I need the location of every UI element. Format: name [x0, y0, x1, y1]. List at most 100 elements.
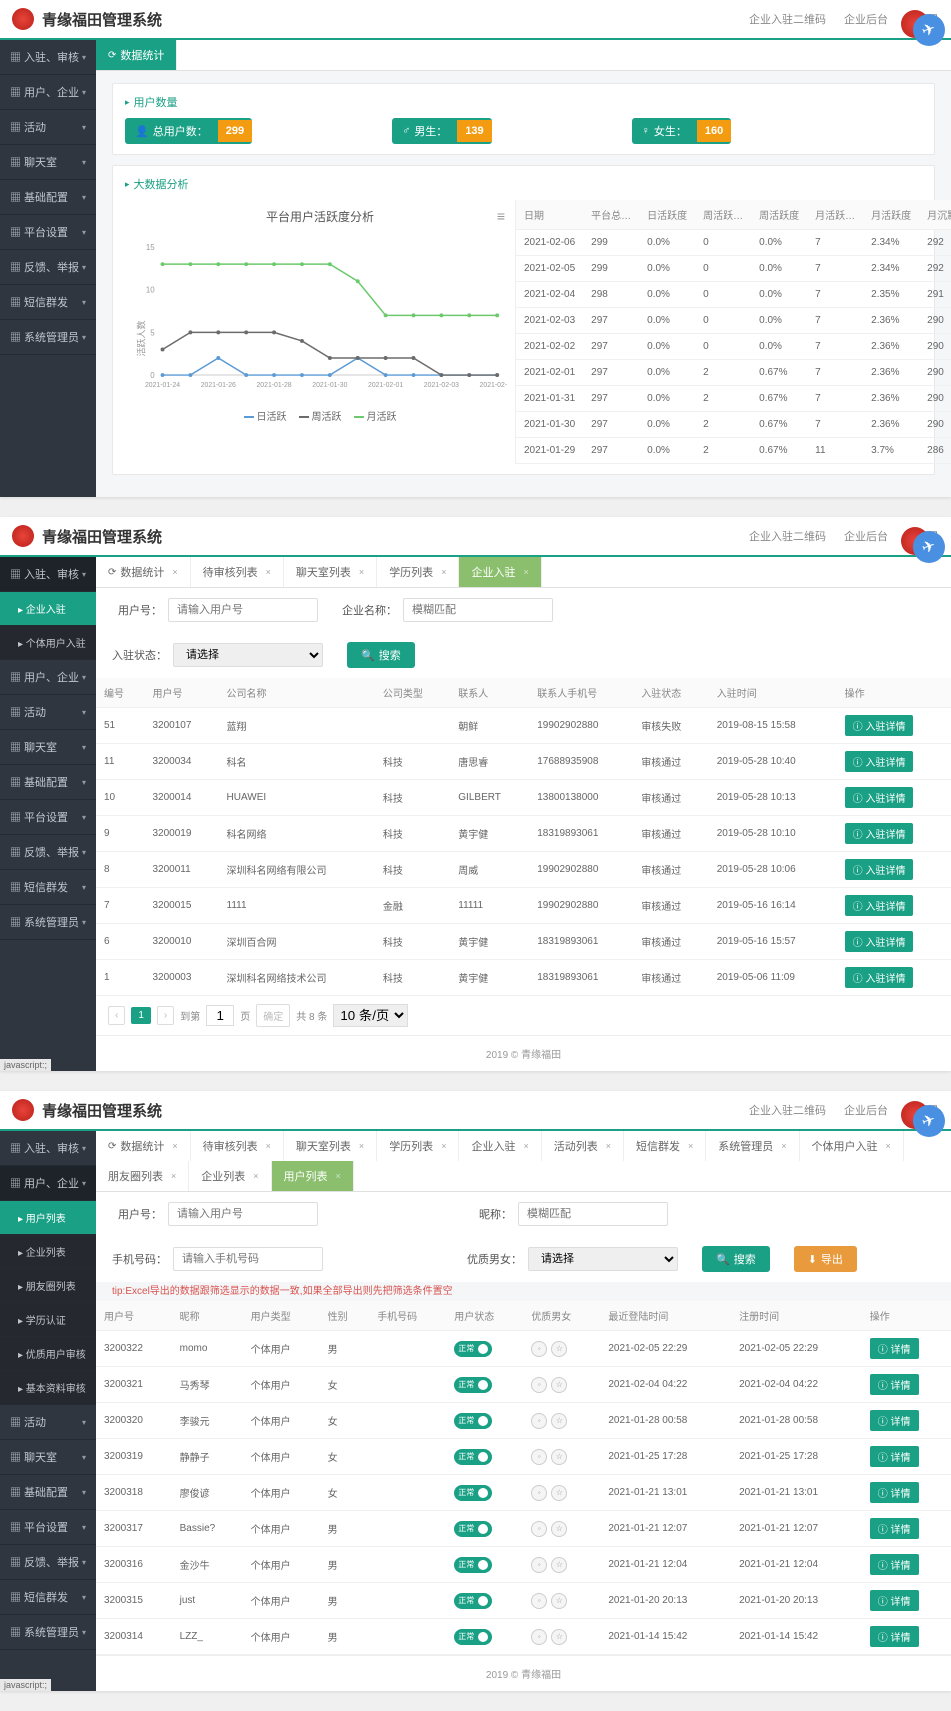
sidebar-item[interactable]: ▦ 平台设置: [0, 215, 96, 250]
quality-btn[interactable]: ◦: [531, 1485, 547, 1501]
detail-button[interactable]: ⓘ 入驻详情: [845, 931, 914, 952]
close-icon[interactable]: ×: [441, 567, 446, 577]
sidebar-item[interactable]: ▦ 平台设置: [0, 1510, 96, 1545]
close-icon[interactable]: ×: [266, 567, 271, 577]
legend-item[interactable]: 周活跃: [299, 412, 342, 423]
quality-btn[interactable]: ☆: [551, 1449, 567, 1465]
quality-btn[interactable]: ☆: [551, 1377, 567, 1393]
close-icon[interactable]: ×: [688, 1141, 693, 1151]
sidebar-item[interactable]: ▦ 系统管理员: [0, 905, 96, 940]
detail-button[interactable]: ⓘ 入驻详情: [845, 823, 914, 844]
close-icon[interactable]: ×: [359, 567, 364, 577]
sidebar-sub-item[interactable]: ▸ 企业入驻: [0, 592, 96, 626]
detail-button[interactable]: ⓘ 入驻详情: [845, 895, 914, 916]
sidebar-sub-item[interactable]: ▸ 朋友圈列表: [0, 1269, 96, 1303]
sidebar-item[interactable]: ▦ 平台设置: [0, 800, 96, 835]
status-toggle[interactable]: 正常: [454, 1629, 492, 1645]
status-toggle[interactable]: 正常: [454, 1377, 492, 1393]
detail-button[interactable]: ⓘ 详情: [870, 1626, 919, 1647]
pager-go[interactable]: 确定: [256, 1004, 290, 1027]
close-icon[interactable]: ×: [266, 1141, 271, 1151]
sidebar-sub-item[interactable]: ▸ 用户列表: [0, 1201, 96, 1235]
link-backend[interactable]: 企业后台: [844, 528, 888, 544]
link-qr[interactable]: 企业入驻二维码: [749, 1102, 826, 1118]
quality-btn[interactable]: ◦: [531, 1593, 547, 1609]
sidebar-item[interactable]: ▦ 短信群发: [0, 1580, 96, 1615]
detail-button[interactable]: ⓘ 详情: [870, 1374, 919, 1395]
pager-current[interactable]: 1: [131, 1007, 151, 1024]
quality-btn[interactable]: ◦: [531, 1341, 547, 1357]
close-icon[interactable]: ×: [253, 1171, 258, 1181]
tab[interactable]: 聊天室列表×: [284, 557, 377, 587]
select-quality[interactable]: 请选择: [528, 1247, 678, 1271]
tab[interactable]: 个体用户入驻×: [800, 1131, 904, 1161]
close-icon[interactable]: ×: [606, 1141, 611, 1151]
tab-stats[interactable]: 数据统计: [96, 40, 177, 70]
search-button[interactable]: 🔍 搜索: [702, 1246, 770, 1272]
detail-button[interactable]: ⓘ 入驻详情: [845, 715, 914, 736]
quality-btn[interactable]: ☆: [551, 1629, 567, 1645]
link-qr[interactable]: 企业入驻二维码: [749, 11, 826, 27]
sidebar-item[interactable]: ▦ 聊天室: [0, 1440, 96, 1475]
input-phone[interactable]: [173, 1247, 323, 1271]
detail-button[interactable]: ⓘ 入驻详情: [845, 751, 914, 772]
avatar-icon[interactable]: [899, 6, 943, 50]
quality-btn[interactable]: ◦: [531, 1629, 547, 1645]
legend-item[interactable]: 日活跃: [244, 412, 287, 423]
tab[interactable]: 短信群发×: [624, 1131, 706, 1161]
detail-button[interactable]: ⓘ 入驻详情: [845, 967, 914, 988]
sidebar-sub-item[interactable]: ▸ 学历认证: [0, 1303, 96, 1337]
detail-button[interactable]: ⓘ 详情: [870, 1518, 919, 1539]
tab[interactable]: 学历列表×: [377, 557, 459, 587]
legend-item[interactable]: 月活跃: [354, 412, 397, 423]
input-userno[interactable]: [168, 1202, 318, 1226]
tab[interactable]: 朋友圈列表×: [96, 1161, 189, 1191]
close-icon[interactable]: ×: [336, 1171, 341, 1181]
quality-btn[interactable]: ☆: [551, 1485, 567, 1501]
close-icon[interactable]: ×: [172, 1141, 177, 1151]
tab[interactable]: 聊天室列表×: [284, 1131, 377, 1161]
status-toggle[interactable]: 正常: [454, 1341, 492, 1357]
input-nick[interactable]: [518, 1202, 668, 1226]
sidebar-item[interactable]: ▦ 聊天室: [0, 730, 96, 765]
status-toggle[interactable]: 正常: [454, 1413, 492, 1429]
close-icon[interactable]: ×: [781, 1141, 786, 1151]
pager-size[interactable]: 10 条/页: [333, 1004, 408, 1027]
tab[interactable]: 待审核列表×: [191, 557, 284, 587]
detail-button[interactable]: ⓘ 入驻详情: [845, 787, 914, 808]
detail-button[interactable]: ⓘ 详情: [870, 1482, 919, 1503]
detail-button[interactable]: ⓘ 详情: [870, 1554, 919, 1575]
quality-btn[interactable]: ☆: [551, 1557, 567, 1573]
link-backend[interactable]: 企业后台: [844, 1102, 888, 1118]
status-toggle[interactable]: 正常: [454, 1449, 492, 1465]
tab[interactable]: 企业入驻×: [459, 1131, 541, 1161]
sidebar-item[interactable]: ▦ 入驻、审核: [0, 40, 96, 75]
quality-btn[interactable]: ☆: [551, 1521, 567, 1537]
status-toggle[interactable]: 正常: [454, 1557, 492, 1573]
pager-input[interactable]: [206, 1005, 234, 1026]
export-button[interactable]: ⬇ 导出: [794, 1246, 857, 1272]
quality-btn[interactable]: ◦: [531, 1377, 547, 1393]
sidebar-item[interactable]: ▦ 反馈、举报: [0, 250, 96, 285]
quality-btn[interactable]: ☆: [551, 1341, 567, 1357]
pager-prev[interactable]: ‹: [108, 1006, 125, 1025]
close-icon[interactable]: ×: [886, 1141, 891, 1151]
sidebar-item[interactable]: ▦ 短信群发: [0, 285, 96, 320]
quality-btn[interactable]: ☆: [551, 1593, 567, 1609]
sidebar-item[interactable]: ▦ 活动: [0, 110, 96, 145]
detail-button[interactable]: ⓘ 详情: [870, 1338, 919, 1359]
tab[interactable]: 用户列表×: [272, 1161, 354, 1191]
sidebar-item[interactable]: ▦ 入驻、审核: [0, 1131, 96, 1166]
detail-button[interactable]: ⓘ 入驻详情: [845, 859, 914, 880]
sidebar-item[interactable]: ▦ 入驻、审核: [0, 557, 96, 592]
detail-button[interactable]: ⓘ 详情: [870, 1446, 919, 1467]
sidebar-item[interactable]: ▦ 系统管理员: [0, 320, 96, 355]
tab[interactable]: 数据统计×: [96, 1131, 191, 1161]
select-status[interactable]: 请选择: [173, 643, 323, 667]
sidebar-sub-item[interactable]: ▸ 优质用户审核: [0, 1337, 96, 1371]
link-qr[interactable]: 企业入驻二维码: [749, 528, 826, 544]
search-button[interactable]: 🔍 搜索: [347, 642, 415, 668]
sidebar-item[interactable]: ▦ 用户、企业: [0, 1166, 96, 1201]
detail-button[interactable]: ⓘ 详情: [870, 1410, 919, 1431]
quality-btn[interactable]: ☆: [551, 1413, 567, 1429]
